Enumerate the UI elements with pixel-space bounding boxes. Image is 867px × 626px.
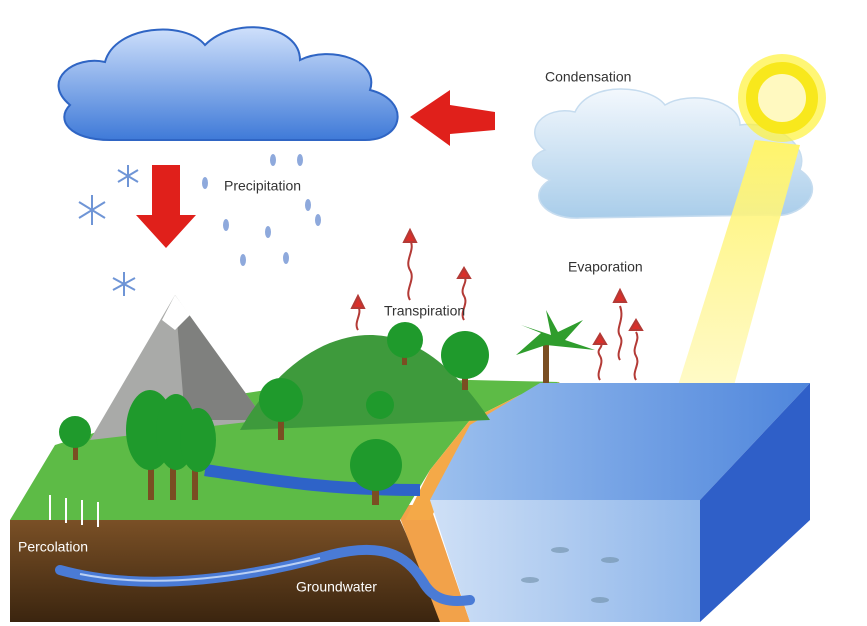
trees-part-part	[259, 378, 303, 422]
snowflakes-part	[79, 195, 105, 225]
raindrops-part	[270, 154, 276, 166]
trees-part-part	[59, 416, 91, 448]
trees-part-part	[366, 391, 394, 419]
vapor-arrows-part	[594, 334, 606, 344]
trees-part-part	[387, 322, 423, 358]
vapor-arrows-part	[404, 230, 416, 242]
raindrops-part	[240, 254, 246, 266]
water-body-part-part	[521, 577, 539, 583]
percolation-label: Percolation	[18, 539, 88, 555]
raindrops-part	[297, 154, 303, 166]
water-body-part-part	[601, 557, 619, 563]
trees-part	[516, 310, 595, 355]
trees-part-part	[350, 439, 402, 491]
precipitation-arrow	[136, 165, 196, 248]
precipitation-label: Precipitation	[224, 178, 301, 194]
water-cycle-diagram: Condensation Precipitation Evaporation T…	[0, 0, 867, 626]
vapor-arrows-part	[630, 320, 642, 330]
vapor-arrows-part	[357, 306, 360, 330]
vapor-arrows-part	[458, 268, 470, 278]
snowflakes	[79, 165, 138, 296]
trees-part-part	[180, 408, 216, 472]
transpiration-label: Transpiration	[384, 303, 465, 319]
precipitation-arrow-part	[136, 165, 196, 248]
sun	[738, 54, 826, 142]
raindrops-part	[202, 177, 208, 189]
trees-part-part	[516, 310, 595, 355]
raindrops-part	[305, 199, 311, 211]
raindrops-part	[223, 219, 229, 231]
vapor-arrows-part	[408, 240, 411, 300]
dark-cloud	[59, 27, 398, 140]
raindrops-part	[283, 252, 289, 264]
water-body-part-part	[551, 547, 569, 553]
trees-part-part	[543, 345, 549, 383]
dark-cloud-part	[59, 27, 398, 140]
condensation-arrow-part	[410, 90, 495, 146]
raindrops-part	[265, 226, 271, 238]
raindrops-part	[315, 214, 321, 226]
condensation-arrow	[410, 90, 495, 146]
groundwater-label: Groundwater	[296, 579, 377, 595]
sun-part	[752, 68, 812, 128]
vapor-arrows-part	[352, 296, 364, 308]
evaporation-label: Evaporation	[568, 259, 643, 275]
trees-part-part	[441, 331, 489, 379]
snowflakes-part	[118, 165, 138, 187]
water-body-part-part	[591, 597, 609, 603]
vapor-arrows-part	[599, 342, 602, 380]
vapor-arrows-part	[614, 290, 626, 302]
snowflakes-part	[113, 272, 135, 296]
vapor-arrows-part	[635, 332, 638, 380]
condensation-label: Condensation	[545, 69, 631, 85]
vapor-arrows-part	[619, 306, 622, 360]
raindrops	[202, 154, 321, 266]
